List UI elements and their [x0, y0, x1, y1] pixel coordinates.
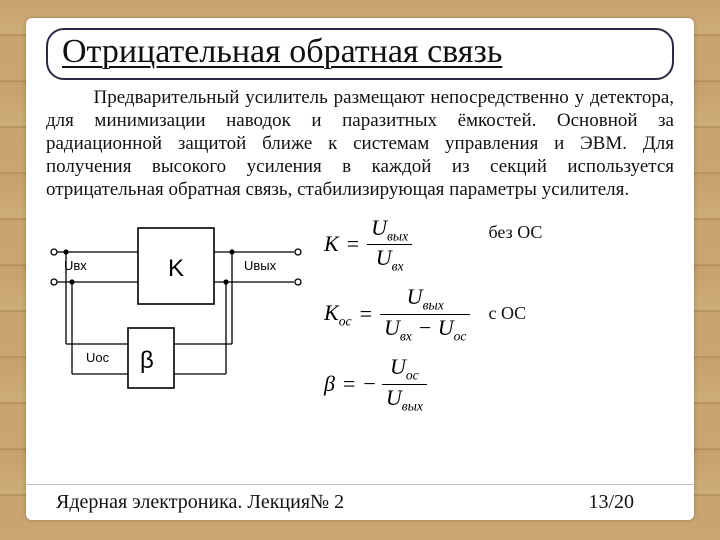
eq-beta: β = − Uос Uвых	[324, 354, 470, 414]
eq-k-num-sub: вых	[387, 228, 408, 243]
eq-beta-den-u: U	[386, 385, 402, 410]
eq-beta-num-u: U	[390, 354, 406, 379]
eq-koc-lhs-base: K	[324, 300, 339, 325]
footer: Ядерная электроника. Лекция№ 2 13/20	[26, 484, 694, 520]
figure-row: Uвх K Uвых	[46, 210, 674, 424]
eq-beta-num-sub: ос	[406, 368, 419, 383]
eq-beta-lhs: β	[324, 371, 335, 397]
eq-k-den-u: U	[376, 245, 392, 270]
eq-beta-den-sub: вых	[402, 398, 423, 413]
eq-koc-den-b-sub: ос	[454, 328, 467, 343]
block-gain-label: K	[168, 255, 184, 282]
eq-k: K = Uвых Uвх	[324, 215, 470, 275]
footer-left: Ядерная электроника. Лекция№ 2	[56, 491, 344, 514]
slide-title: Отрицательная обратная связь	[62, 34, 658, 70]
eq-koc-num-u: U	[407, 284, 423, 309]
eq-beta-neg: −	[363, 371, 375, 397]
label-u-out: Uвых	[244, 258, 277, 273]
eq-koc-den-b-u: U	[438, 315, 454, 340]
formula-side-labels: без ОС с ОС	[488, 210, 542, 324]
label-no-feedback: без ОС	[488, 222, 542, 243]
block-feedback-label: β	[140, 347, 154, 374]
body-paragraph: Предварительный усилитель размещают непо…	[46, 86, 674, 202]
eq-koc-num-sub: вых	[423, 298, 444, 313]
label-u-fb: Uос	[86, 350, 110, 365]
eq-k-den-sub: вх	[392, 258, 404, 273]
eq-koc-lhs-sub: ос	[339, 313, 352, 328]
label-u-in: Uвх	[64, 258, 87, 273]
slide-content: Отрицательная обратная связь Предварител…	[26, 18, 694, 520]
eq-k-num-u: U	[371, 215, 387, 240]
eq-koc-den-minus: −	[412, 315, 438, 340]
footer-page: 13/20	[588, 491, 634, 514]
equals-sign: =	[341, 371, 357, 397]
equals-sign: =	[345, 231, 361, 257]
feedback-diagram: Uвх K Uвых	[46, 210, 306, 415]
formulas: K = Uвых Uвх Kос	[324, 210, 470, 424]
label-with-feedback: с ОС	[488, 303, 542, 324]
eq-koc-den-a-sub: вх	[400, 328, 412, 343]
slide: Отрицательная обратная связь Предварител…	[0, 0, 720, 540]
eq-koc: Kос = Uвых Uвх − Uос	[324, 284, 470, 344]
eq-k-lhs: K	[324, 231, 339, 257]
eq-koc-den-a-u: U	[384, 315, 400, 340]
equals-sign: =	[358, 301, 374, 327]
title-box: Отрицательная обратная связь	[46, 28, 674, 80]
